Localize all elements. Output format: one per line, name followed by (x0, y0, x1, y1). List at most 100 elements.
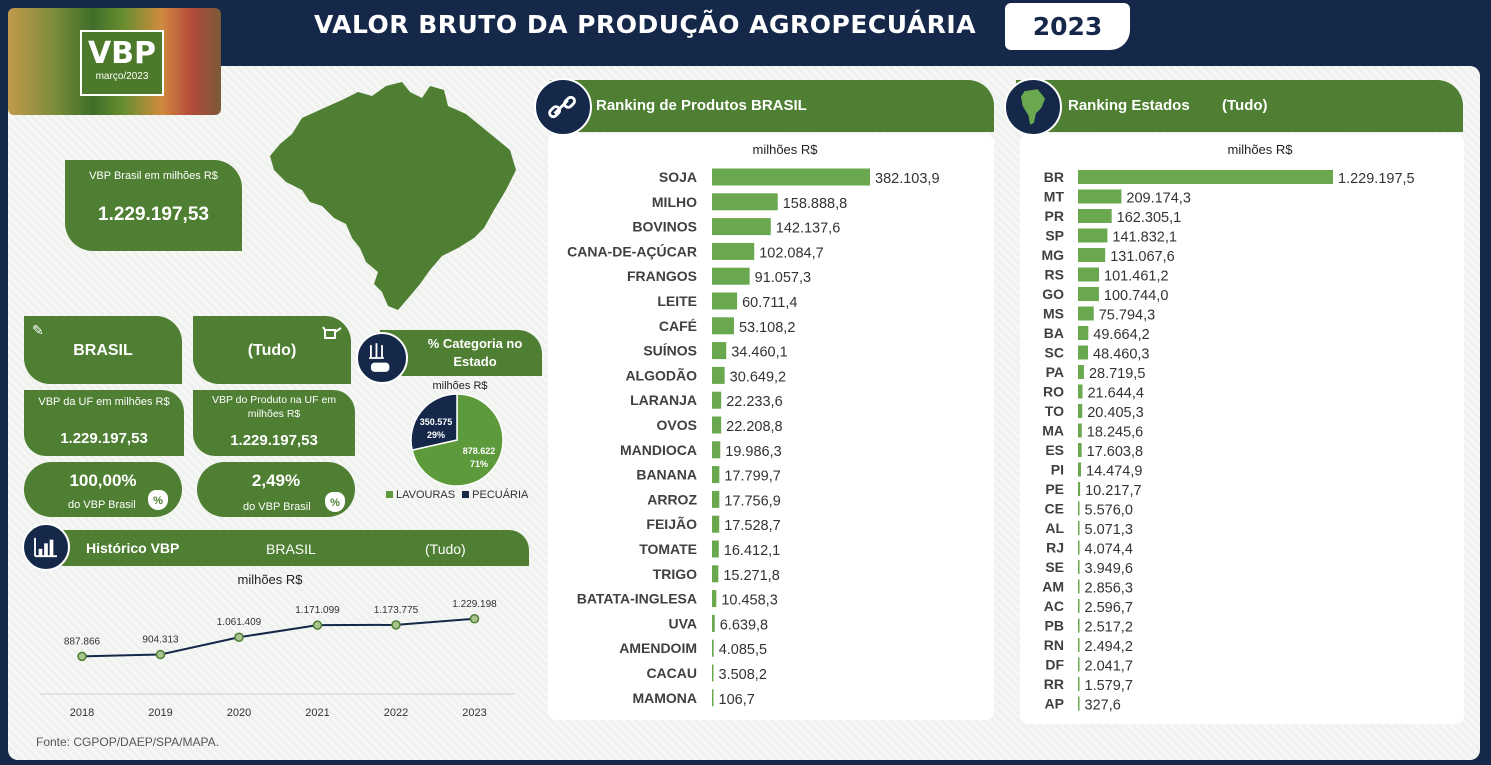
bar[interactable] (712, 565, 719, 583)
category-unit: milhões R$ (432, 380, 488, 392)
product-bar-chart[interactable]: SOJA 382.103,9 MILHO 158.888,8 BOVINOS 142.13… (548, 160, 994, 720)
value-label: 28.719,5 (1089, 366, 1145, 382)
bar[interactable] (1078, 326, 1089, 340)
data-point[interactable] (469, 614, 480, 624)
bar[interactable] (1078, 560, 1080, 574)
category-label: CACAU (646, 665, 697, 681)
category-label: AP (1045, 696, 1064, 712)
history-product: (Tudo) (425, 541, 466, 557)
bar[interactable] (712, 391, 722, 409)
bar[interactable] (712, 317, 734, 335)
bar[interactable] (712, 193, 778, 211)
brazil-map[interactable] (262, 78, 520, 318)
bar[interactable] (1078, 638, 1080, 652)
bar[interactable] (1078, 482, 1081, 496)
money-bag-icon: % (325, 492, 345, 512)
link-icon (534, 78, 592, 136)
uf-filter-card[interactable]: ✎ BRASIL (24, 316, 182, 384)
state-ranking-title: Ranking Estados (1068, 97, 1190, 114)
bar[interactable] (712, 267, 750, 285)
bar[interactable] (1078, 599, 1080, 613)
bar[interactable] (1078, 462, 1082, 477)
bar[interactable] (712, 366, 725, 384)
value-label: 141.832,1 (1112, 230, 1177, 246)
value-label: 75.794,3 (1099, 308, 1155, 324)
pie-slice-pecuaria[interactable] (410, 393, 458, 451)
category-label: RO (1043, 384, 1064, 400)
category-label: AM (1042, 579, 1064, 595)
category-label: DF (1045, 657, 1064, 673)
bar[interactable] (712, 639, 714, 657)
bar[interactable] (712, 664, 714, 682)
bar[interactable] (1078, 423, 1082, 438)
data-point[interactable] (155, 649, 166, 660)
bar[interactable] (1078, 540, 1080, 555)
bar[interactable] (712, 540, 719, 558)
data-point[interactable] (234, 632, 244, 642)
bar[interactable] (1078, 696, 1080, 711)
bar[interactable] (1078, 501, 1080, 516)
value-label: 10.217,7 (1085, 483, 1141, 499)
bar[interactable] (712, 441, 721, 459)
bar[interactable] (712, 466, 720, 484)
bar[interactable] (712, 614, 715, 632)
bar[interactable] (712, 689, 714, 707)
value-label: 102.084,7 (759, 245, 824, 261)
bar[interactable] (712, 490, 720, 508)
bar[interactable] (1078, 579, 1080, 594)
data-point[interactable] (312, 620, 323, 630)
bar[interactable] (712, 515, 720, 533)
value-label: 162.305,1 (1117, 210, 1182, 226)
bar[interactable] (1078, 443, 1082, 457)
bar[interactable] (1078, 170, 1333, 184)
tick-label: 2023 (462, 707, 486, 719)
bar[interactable] (1078, 189, 1122, 204)
bar[interactable] (1078, 521, 1080, 535)
category-label: MT (1044, 189, 1065, 205)
value-label: 327,6 (1085, 698, 1121, 714)
bar[interactable] (1078, 306, 1094, 321)
bar[interactable] (712, 218, 771, 236)
product-pct-label: do VBP Brasil (243, 501, 311, 513)
bar[interactable] (1078, 248, 1106, 262)
bar[interactable] (712, 292, 738, 310)
history-line-chart[interactable]: 887.866 2018 904.313 2019 1.061.409 2020 1.171… (24, 590, 524, 725)
data-label: 1.229.198 (452, 599, 497, 610)
legend-swatch-pecuaria (462, 491, 470, 498)
data-point[interactable] (391, 620, 401, 630)
bar[interactable] (712, 168, 870, 186)
bar[interactable] (1078, 228, 1108, 243)
bar[interactable] (1078, 209, 1112, 223)
category-title: % Categoria no Estado (427, 336, 523, 369)
category-label: FEIJÃO (646, 515, 697, 532)
uf-value-card: VBP da UF em milhões R$ 1.229.197,53 (24, 390, 184, 456)
history-title: Histórico VBP (86, 540, 180, 556)
bar[interactable] (1078, 657, 1080, 672)
bar[interactable] (1078, 404, 1083, 418)
logo-subtitle: março/2023 (95, 71, 149, 82)
state-bar-chart[interactable]: BR 1.229.197,5 MT 209.174,3 PR 162.305,1 SP 141… (1020, 160, 1464, 720)
bar[interactable] (1078, 267, 1100, 282)
category-pie-chart[interactable]: 350.575 29% 878.622 71% (400, 392, 510, 487)
value-label: 3.508,2 (719, 667, 767, 683)
bar[interactable] (1078, 365, 1084, 379)
bar[interactable] (712, 590, 717, 608)
bar[interactable] (712, 242, 755, 260)
bar[interactable] (712, 342, 727, 360)
bar[interactable] (712, 416, 722, 434)
page-title: VALOR BRUTO DA PRODUÇÃO AGROPECUÁRIA (313, 10, 977, 39)
money-bag-icon: % (148, 490, 168, 510)
category-label: MG (1041, 247, 1064, 263)
bar[interactable] (1078, 618, 1080, 633)
bar[interactable] (1078, 345, 1089, 360)
category-label: AC (1044, 598, 1064, 614)
bar[interactable] (1078, 384, 1083, 399)
value-label: 131.067,6 (1110, 249, 1175, 265)
product-filter-card[interactable]: (Tudo) (193, 316, 351, 384)
category-label: MILHO (652, 194, 697, 210)
data-point[interactable] (77, 651, 87, 662)
year-filter[interactable]: 2023 (1005, 3, 1130, 50)
bar[interactable] (1078, 677, 1080, 691)
bar[interactable] (1078, 287, 1099, 301)
category-label: PR (1045, 208, 1064, 224)
